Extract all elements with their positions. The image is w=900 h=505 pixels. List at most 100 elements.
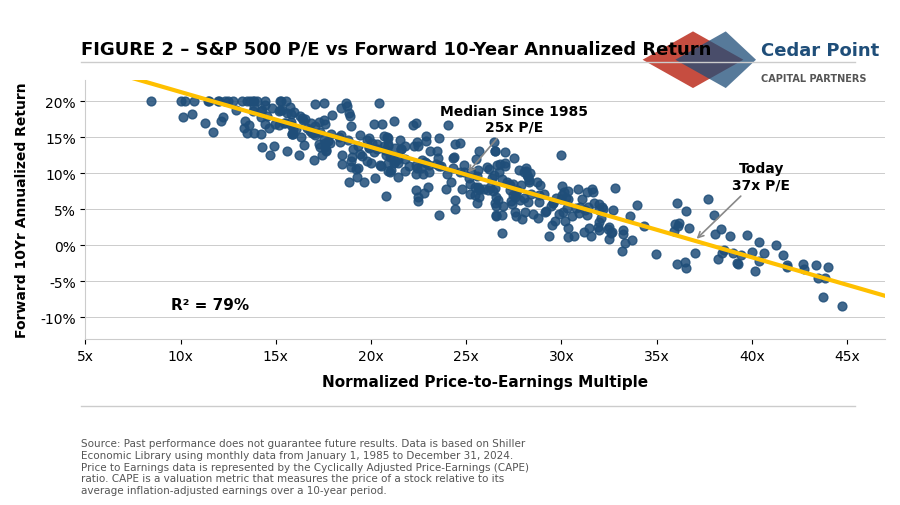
Point: [625, 237, 639, 245]
Point: [247, 108, 261, 116]
Point: [606, 207, 620, 215]
Point: [454, 185, 469, 193]
Point: [489, 212, 503, 220]
Point: [668, 221, 682, 229]
Point: [496, 202, 510, 210]
Point: [379, 147, 393, 155]
Point: [481, 187, 495, 195]
Point: [216, 114, 230, 122]
Point: [571, 185, 585, 193]
Point: [816, 294, 831, 302]
Point: [384, 167, 399, 175]
Point: [615, 247, 629, 255]
Point: [580, 211, 595, 219]
Text: Cedar Point: Cedar Point: [761, 42, 879, 60]
Point: [542, 233, 556, 241]
Polygon shape: [643, 32, 743, 89]
Point: [176, 114, 190, 122]
Point: [405, 122, 419, 130]
Point: [745, 249, 760, 257]
Point: [364, 140, 379, 148]
Point: [246, 98, 260, 106]
Point: [279, 98, 293, 106]
Point: [368, 175, 382, 183]
Point: [344, 157, 358, 165]
Point: [555, 209, 570, 217]
Point: [308, 123, 322, 131]
Point: [491, 169, 506, 177]
Point: [538, 208, 553, 216]
Point: [422, 168, 436, 176]
Point: [519, 168, 534, 176]
Point: [344, 163, 358, 171]
Point: [469, 156, 483, 164]
Point: [307, 157, 321, 165]
Point: [585, 185, 599, 193]
Point: [500, 179, 514, 187]
Point: [554, 192, 569, 200]
Point: [513, 197, 527, 205]
Point: [444, 179, 458, 187]
Text: FIGURE 2 – S&P 500 P/E vs Forward 10-Year Annualized Return: FIGURE 2 – S&P 500 P/E vs Forward 10-Yea…: [81, 40, 711, 59]
Point: [283, 104, 297, 112]
Point: [809, 261, 824, 269]
Point: [818, 274, 832, 282]
Point: [312, 119, 327, 127]
Point: [409, 120, 423, 128]
Point: [679, 265, 693, 273]
Point: [381, 142, 395, 150]
Point: [334, 132, 348, 140]
Point: [317, 136, 331, 144]
Point: [561, 234, 575, 242]
Point: [393, 136, 408, 144]
Point: [472, 185, 486, 193]
Point: [198, 119, 212, 127]
Point: [379, 192, 393, 200]
Point: [558, 218, 572, 226]
Point: [219, 98, 233, 106]
Point: [561, 196, 575, 204]
Point: [572, 210, 586, 218]
Point: [707, 230, 722, 238]
Point: [531, 192, 545, 200]
Point: [440, 171, 454, 179]
Y-axis label: Forward 10Yr Annualized Return: Forward 10Yr Annualized Return: [15, 82, 29, 337]
Point: [415, 157, 429, 165]
Point: [393, 146, 408, 154]
Point: [351, 142, 365, 150]
Point: [381, 135, 395, 143]
Point: [537, 190, 552, 198]
Point: [554, 152, 569, 160]
Point: [453, 169, 467, 177]
Point: [518, 208, 533, 216]
Point: [811, 274, 825, 282]
Point: [554, 182, 569, 190]
Point: [234, 98, 248, 106]
Point: [566, 233, 580, 241]
Point: [262, 125, 276, 133]
Point: [377, 132, 392, 140]
Text: Source: Past performance does not guarantee future results. Data is based on Shi: Source: Past performance does not guaran…: [81, 439, 529, 495]
Point: [463, 180, 477, 188]
Point: [201, 98, 215, 106]
Point: [280, 147, 294, 155]
Point: [429, 161, 444, 169]
Point: [453, 139, 467, 147]
Point: [502, 181, 517, 189]
Point: [260, 113, 274, 121]
Point: [313, 129, 328, 137]
Point: [734, 251, 748, 260]
Point: [581, 203, 596, 211]
Point: [318, 140, 332, 148]
Point: [388, 145, 402, 153]
Point: [346, 145, 360, 154]
Point: [672, 219, 687, 227]
Point: [410, 139, 425, 147]
Point: [592, 206, 607, 214]
Point: [381, 167, 395, 175]
Point: [247, 104, 261, 112]
Point: [522, 170, 536, 178]
Point: [401, 162, 416, 170]
Point: [779, 263, 794, 271]
Point: [284, 119, 298, 127]
